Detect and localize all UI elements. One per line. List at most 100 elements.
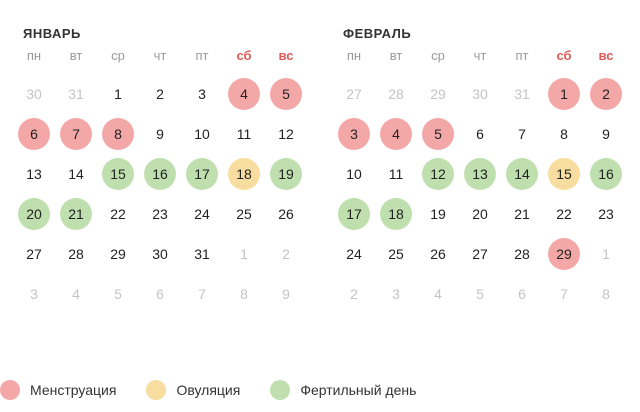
day-cell[interactable]: 22 <box>556 206 572 222</box>
day-cell[interactable]: 11 <box>236 126 252 142</box>
day-cell[interactable]: 28 <box>68 246 84 262</box>
day-cell[interactable]: 23 <box>598 206 614 222</box>
legend-label: Фертильный день <box>300 382 417 398</box>
day-cell[interactable]: 14 <box>68 166 84 182</box>
day-cell-outside-month[interactable]: 30 <box>472 86 488 102</box>
day-cell[interactable]: 23 <box>152 206 168 222</box>
day-cell[interactable]: 26 <box>278 206 294 222</box>
weekday-label: чт <box>153 48 167 63</box>
day-cell[interactable]: 13 <box>464 158 496 190</box>
day-cell[interactable]: 3 <box>338 118 370 150</box>
day-cell[interactable]: 8 <box>102 118 134 150</box>
day-cell[interactable]: 19 <box>430 206 446 222</box>
day-cell[interactable]: 1 <box>114 86 122 102</box>
day-cell-outside-month[interactable]: 3 <box>30 286 38 302</box>
day-cell[interactable]: 11 <box>388 166 404 182</box>
day-cell[interactable]: 21 <box>60 198 92 230</box>
day-cell[interactable]: 6 <box>18 118 50 150</box>
day-cell[interactable]: 29 <box>110 246 126 262</box>
day-cell-outside-month[interactable]: 29 <box>430 86 446 102</box>
day-cell-outside-month[interactable]: 31 <box>514 86 530 102</box>
day-cell[interactable]: 25 <box>388 246 404 262</box>
day-cell[interactable]: 31 <box>194 246 210 262</box>
day-cell[interactable]: 6 <box>476 126 484 142</box>
legend: Менструация Овуляция Фертильный день <box>0 378 416 402</box>
day-cell[interactable]: 3 <box>198 86 206 102</box>
day-cell-outside-month[interactable]: 2 <box>282 246 290 262</box>
weekday-label: вс <box>278 48 294 63</box>
day-cell[interactable]: 17 <box>186 158 218 190</box>
day-cell[interactable]: 8 <box>560 126 568 142</box>
day-cell-outside-month[interactable]: 2 <box>350 286 358 302</box>
day-cell-outside-month[interactable]: 7 <box>560 286 568 302</box>
weekday-label: ср <box>431 48 445 63</box>
weekday-label: пт <box>515 48 529 63</box>
day-cell[interactable]: 18 <box>380 198 412 230</box>
day-cell[interactable]: 7 <box>60 118 92 150</box>
day-cell-outside-month[interactable]: 6 <box>156 286 164 302</box>
day-cell-outside-month[interactable]: 31 <box>68 86 84 102</box>
day-cell[interactable]: 5 <box>422 118 454 150</box>
day-cell[interactable]: 14 <box>506 158 538 190</box>
day-cell[interactable]: 7 <box>518 126 526 142</box>
weekday-label: пт <box>195 48 209 63</box>
day-cell-outside-month[interactable]: 6 <box>518 286 526 302</box>
day-cell[interactable]: 26 <box>430 246 446 262</box>
day-cell[interactable]: 10 <box>194 126 210 142</box>
day-cell[interactable]: 19 <box>270 158 302 190</box>
day-cell-outside-month[interactable]: 9 <box>282 286 290 302</box>
day-cell[interactable]: 15 <box>548 158 580 190</box>
day-cell[interactable]: 24 <box>346 246 362 262</box>
day-cell-outside-month[interactable]: 27 <box>346 86 362 102</box>
day-cell[interactable]: 4 <box>380 118 412 150</box>
day-cell[interactable]: 27 <box>472 246 488 262</box>
day-cell-outside-month[interactable]: 4 <box>72 286 80 302</box>
day-cell-outside-month[interactable]: 1 <box>240 246 248 262</box>
day-cell-outside-month[interactable]: 8 <box>602 286 610 302</box>
day-cell-outside-month[interactable]: 28 <box>388 86 404 102</box>
day-cell[interactable]: 24 <box>194 206 210 222</box>
day-cell[interactable]: 17 <box>338 198 370 230</box>
day-cell[interactable]: 16 <box>144 158 176 190</box>
day-cell[interactable]: 25 <box>236 206 252 222</box>
day-cell[interactable]: 12 <box>278 126 294 142</box>
weekday-label: чт <box>473 48 487 63</box>
day-cell[interactable]: 20 <box>18 198 50 230</box>
day-cell[interactable]: 21 <box>514 206 530 222</box>
day-cell[interactable]: 12 <box>422 158 454 190</box>
day-cell-outside-month[interactable]: 5 <box>114 286 122 302</box>
legend-ovulation: Овуляция <box>146 380 240 400</box>
day-cell[interactable]: 9 <box>156 126 164 142</box>
day-cell-outside-month[interactable]: 4 <box>434 286 442 302</box>
day-cell[interactable]: 28 <box>514 246 530 262</box>
day-cell-outside-month[interactable]: 7 <box>198 286 206 302</box>
day-cell[interactable]: 22 <box>110 206 126 222</box>
weekday-label: сб <box>236 48 252 63</box>
day-cell-outside-month[interactable]: 30 <box>26 86 42 102</box>
calendar-grid: пн вт ср чт пт сб вс 30 31 1 2 3 4 5 6 7 8 9 10 11 12 13 14 15 1… <box>13 46 303 314</box>
day-cell-outside-month[interactable]: 8 <box>240 286 248 302</box>
weekday-label: вт <box>69 48 83 63</box>
day-cell[interactable]: 13 <box>26 166 42 182</box>
legend-label: Овуляция <box>176 382 241 398</box>
month-title: ЯНВАРЬ <box>23 26 81 41</box>
day-cell[interactable]: 18 <box>228 158 260 190</box>
day-cell[interactable]: 4 <box>228 78 260 110</box>
day-cell[interactable]: 2 <box>156 86 164 102</box>
day-cell[interactable]: 9 <box>602 126 610 142</box>
day-cell[interactable]: 16 <box>590 158 622 190</box>
day-cell-outside-month[interactable]: 1 <box>602 246 610 262</box>
day-cell[interactable]: 20 <box>472 206 488 222</box>
day-cell[interactable]: 29 <box>548 238 580 270</box>
fertile-dot-icon <box>270 380 291 400</box>
day-cell[interactable]: 2 <box>590 78 622 110</box>
day-cell[interactable]: 1 <box>548 78 580 110</box>
day-cell-outside-month[interactable]: 3 <box>392 286 400 302</box>
day-cell[interactable]: 10 <box>346 166 362 182</box>
day-cell[interactable]: 30 <box>152 246 168 262</box>
day-cell[interactable]: 5 <box>270 78 302 110</box>
day-cell[interactable]: 27 <box>26 246 42 262</box>
day-cell[interactable]: 15 <box>102 158 134 190</box>
calendar-grid: пн вт ср чт пт сб вс 27 28 29 30 31 1 2 3 4 5 6 7 8 9 10 11 12 1… <box>333 46 623 314</box>
day-cell-outside-month[interactable]: 5 <box>476 286 484 302</box>
